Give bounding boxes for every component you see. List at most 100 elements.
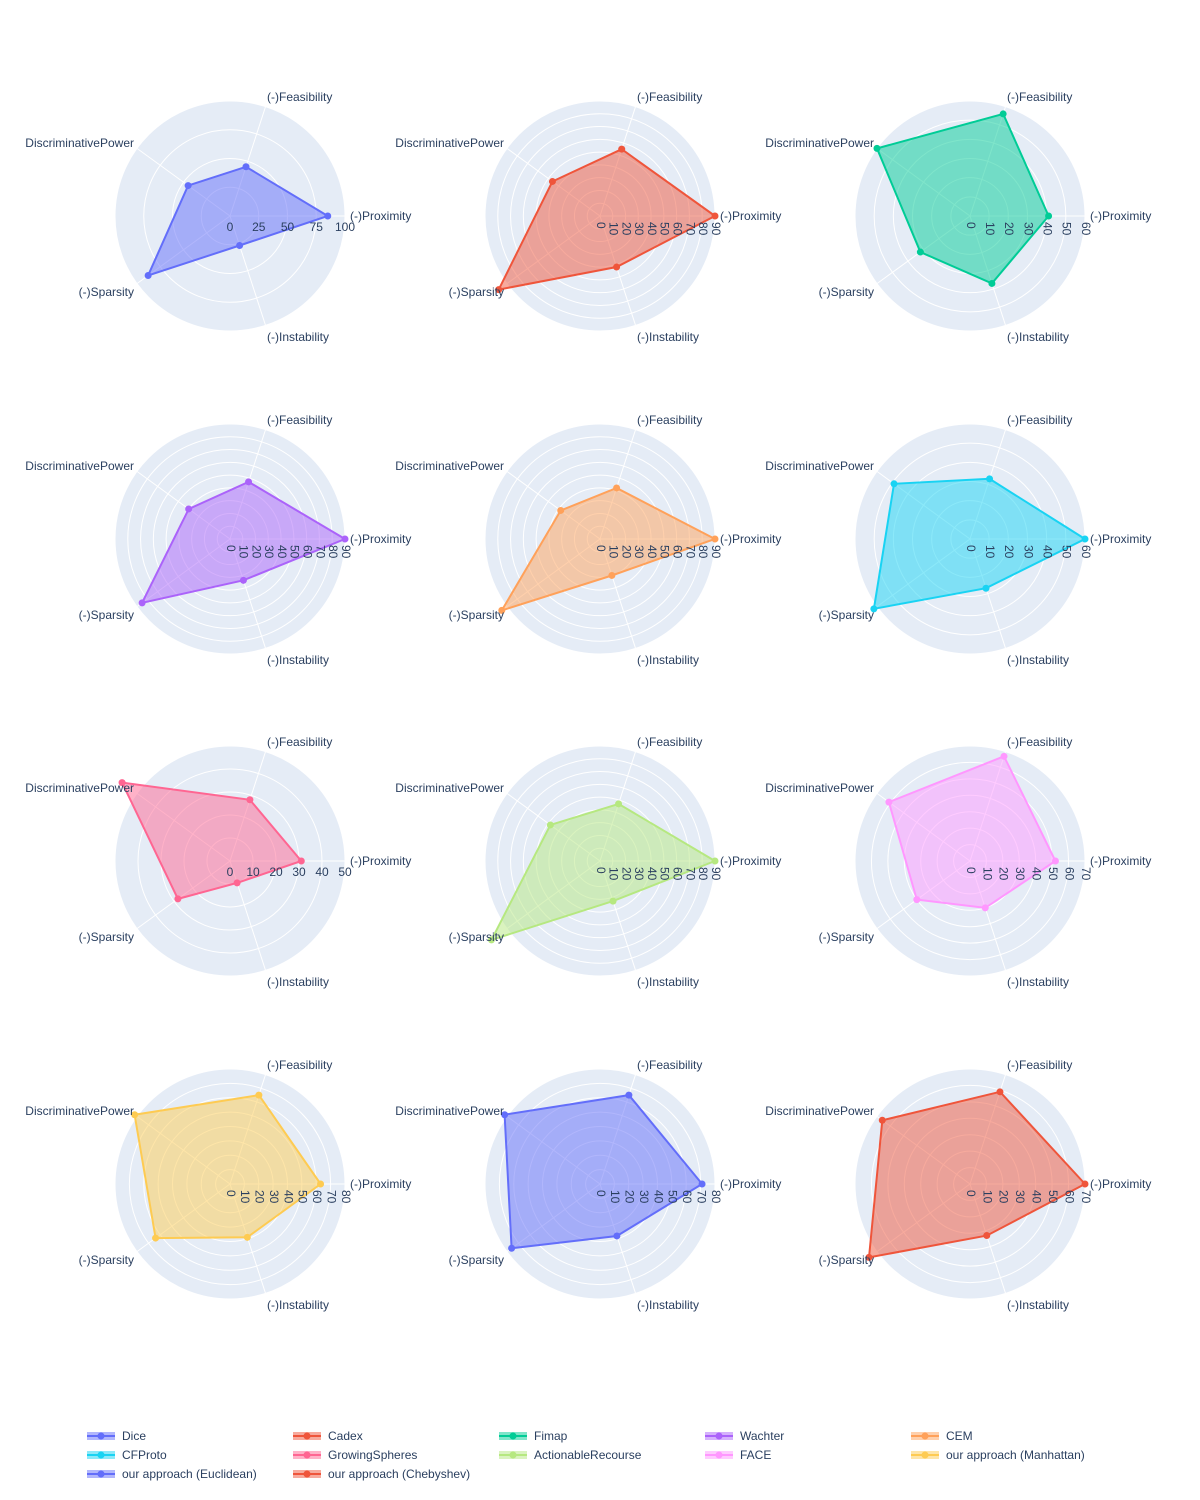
data-point[interactable] <box>495 286 503 294</box>
data-point[interactable] <box>557 506 565 514</box>
data-point[interactable] <box>981 904 989 912</box>
legend-item[interactable]: Cadex <box>292 1427 363 1445</box>
data-point[interactable] <box>548 177 556 185</box>
radial-tick-label: 0 <box>594 545 608 552</box>
data-point[interactable] <box>1000 752 1008 760</box>
data-point[interactable] <box>615 800 623 808</box>
data-point[interactable] <box>341 535 349 543</box>
radial-tick-label: 0 <box>964 545 978 552</box>
data-point[interactable] <box>613 1232 621 1240</box>
angular-axis-label: (-)Instability <box>637 975 699 989</box>
angular-axis-label: DiscriminativePower <box>25 1104 134 1118</box>
data-point[interactable] <box>242 163 250 171</box>
data-point[interactable] <box>999 110 1007 118</box>
series-area[interactable] <box>867 1090 1087 1259</box>
radial-tick-label: 60 <box>300 545 314 559</box>
data-point[interactable] <box>913 896 921 904</box>
data-point[interactable] <box>711 535 719 543</box>
data-point[interactable] <box>185 505 193 513</box>
legend-item[interactable]: CEM <box>910 1427 973 1445</box>
data-point[interactable] <box>324 212 332 220</box>
legend-item[interactable]: Wachter <box>704 1427 784 1445</box>
legend-item[interactable]: FACE <box>704 1446 771 1464</box>
data-point[interactable] <box>317 1180 325 1188</box>
data-point[interactable] <box>618 145 626 153</box>
data-point[interactable] <box>878 1116 886 1124</box>
radial-tick-label: 70 <box>683 222 697 236</box>
data-point[interactable] <box>243 1233 251 1241</box>
radial-tick-label: 70 <box>694 1190 708 1204</box>
data-point[interactable] <box>174 895 182 903</box>
data-point[interactable] <box>245 478 253 486</box>
legend-item[interactable]: CFProto <box>86 1446 167 1464</box>
data-point[interactable] <box>239 576 247 584</box>
data-point[interactable] <box>698 1180 706 1188</box>
angular-axis-label: (-)Proximity <box>720 209 781 223</box>
angular-axis-label: DiscriminativePower <box>25 781 134 795</box>
data-point[interactable] <box>613 263 621 271</box>
data-point[interactable] <box>711 857 719 865</box>
data-point[interactable] <box>609 897 617 905</box>
data-point[interactable] <box>498 606 506 614</box>
data-point[interactable] <box>233 879 241 887</box>
data-point[interactable] <box>865 1253 873 1261</box>
data-point[interactable] <box>613 484 621 492</box>
series-area[interactable] <box>875 112 1050 285</box>
data-point[interactable] <box>988 279 996 287</box>
radial-tick-label: 20 <box>997 1190 1011 1204</box>
series-area[interactable] <box>503 1094 704 1250</box>
radial-tick-label: 10 <box>980 1190 994 1204</box>
data-point[interactable] <box>1045 212 1053 220</box>
data-point[interactable] <box>255 1091 263 1099</box>
series-area[interactable] <box>133 1094 322 1240</box>
data-point[interactable] <box>118 779 126 787</box>
legend-item[interactable]: ActionableRecourse <box>498 1446 641 1464</box>
angular-axis-label: DiscriminativePower <box>25 136 134 150</box>
data-point[interactable] <box>711 212 719 220</box>
radial-tick-label: 40 <box>275 545 289 559</box>
data-point[interactable] <box>297 857 305 865</box>
data-point[interactable] <box>508 1244 516 1252</box>
series-area[interactable] <box>120 781 304 901</box>
data-point[interactable] <box>1081 535 1089 543</box>
data-point[interactable] <box>885 798 893 806</box>
data-point[interactable] <box>873 144 881 152</box>
data-point[interactable] <box>890 480 898 488</box>
data-point[interactable] <box>131 1111 139 1119</box>
angular-axis-label: (-)Instability <box>267 1298 329 1312</box>
series-area[interactable] <box>489 802 718 942</box>
series-area[interactable] <box>146 165 331 278</box>
radial-tick-label: 30 <box>1021 545 1035 559</box>
series-area[interactable] <box>140 480 348 605</box>
data-point[interactable] <box>1081 1180 1089 1188</box>
data-point[interactable] <box>184 182 192 190</box>
data-point[interactable] <box>870 605 878 613</box>
legend-item[interactable]: our approach (Euclidean) <box>86 1465 257 1483</box>
legend-item[interactable]: our approach (Chebyshev) <box>292 1465 470 1483</box>
series-area[interactable] <box>499 486 718 613</box>
legend-item[interactable]: GrowingSpheres <box>292 1446 417 1464</box>
series-area[interactable] <box>887 755 1057 909</box>
data-point[interactable] <box>916 248 924 256</box>
data-point[interactable] <box>986 475 994 483</box>
series-area[interactable] <box>872 477 1088 611</box>
data-point[interactable] <box>236 242 244 250</box>
data-point[interactable] <box>983 1232 991 1240</box>
data-point[interactable] <box>1051 857 1059 865</box>
legend-item[interactable]: Dice <box>86 1427 146 1445</box>
data-point[interactable] <box>138 599 146 607</box>
legend-item[interactable]: Fimap <box>498 1427 567 1445</box>
data-point[interactable] <box>144 271 152 279</box>
data-point[interactable] <box>152 1234 160 1242</box>
data-point[interactable] <box>487 936 495 944</box>
data-point[interactable] <box>501 1111 509 1119</box>
data-point[interactable] <box>246 796 254 804</box>
data-point[interactable] <box>982 584 990 592</box>
legend-item[interactable]: our approach (Manhattan) <box>910 1446 1085 1464</box>
data-point[interactable] <box>996 1088 1004 1096</box>
radial-tick-label: 40 <box>645 222 659 236</box>
data-point[interactable] <box>625 1091 633 1099</box>
data-point[interactable] <box>608 571 616 579</box>
data-point[interactable] <box>546 821 554 829</box>
radial-tick-label: 10 <box>237 545 251 559</box>
